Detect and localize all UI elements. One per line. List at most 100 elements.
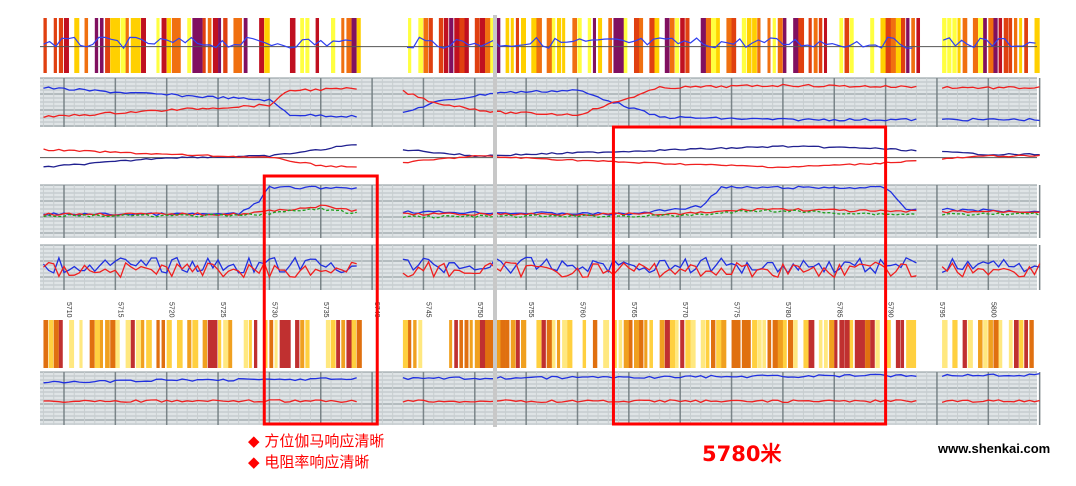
image-stripe: [839, 18, 844, 73]
image-stripe: [664, 320, 670, 368]
image-stripe: [823, 18, 828, 73]
image-stripe: [325, 320, 331, 368]
highlight-box: [262, 174, 379, 426]
image-stripe: [700, 18, 707, 73]
image-stripe: [1013, 320, 1019, 368]
image-stripe: [603, 320, 610, 368]
image-stripe: [464, 18, 469, 73]
image-stripe: [890, 18, 896, 73]
curve-f02020: [43, 148, 1040, 169]
image-stripe: [500, 320, 506, 368]
image-stripe: [793, 320, 798, 368]
image-stripe: [438, 18, 444, 73]
image-stripe: [998, 320, 1003, 368]
depth-tick-label: 5720: [168, 302, 175, 318]
image-stripe: [115, 320, 120, 368]
depth-tick-label: 5750: [476, 302, 483, 318]
image-stripe: [649, 18, 655, 73]
image-stripe: [705, 320, 710, 368]
image-stripe: [469, 320, 473, 368]
image-stripe: [197, 18, 203, 73]
image-stripe: [331, 320, 336, 368]
image-stripe: [777, 320, 784, 368]
image-stripe: [264, 320, 268, 368]
image-stripe: [161, 320, 166, 368]
image-stripe: [43, 18, 47, 73]
image-stripe: [490, 18, 495, 73]
curve-blue: [43, 36, 1036, 50]
bullet-icon: ◆: [248, 453, 260, 471]
image-stripe: [659, 320, 665, 368]
image-stripe: [906, 18, 910, 73]
image-stripe: [223, 320, 229, 368]
image-stripe: [459, 18, 466, 73]
image-stripe: [408, 18, 412, 73]
image-stripe: [202, 320, 208, 368]
depth-tick-label: 5730: [270, 302, 277, 318]
image-stripe: [711, 320, 716, 368]
image-stripe: [300, 18, 305, 73]
image-stripe: [844, 18, 850, 73]
depth-tick-label: 5760: [579, 302, 586, 318]
image-stripe: [536, 18, 542, 73]
image-stripe: [269, 320, 274, 368]
image-stripe: [705, 18, 712, 73]
image-stripe: [669, 320, 676, 368]
image-stripe: [711, 18, 717, 73]
image-stripe: [176, 18, 181, 73]
image-stripe: [274, 320, 278, 368]
image-stripe: [675, 18, 680, 73]
depth-tick-label: 5745: [424, 302, 431, 318]
image-stripe: [289, 18, 296, 73]
image-stripe: [854, 320, 861, 368]
image-stripe: [916, 18, 921, 73]
image-stripe: [99, 18, 104, 73]
image-stripe: [978, 18, 984, 73]
image-stripe: [356, 320, 362, 368]
image-stripe: [1024, 320, 1029, 368]
image-stripe: [582, 320, 587, 368]
image-stripe: [757, 18, 761, 73]
image-stripe: [993, 320, 1000, 368]
image-stripe: [510, 18, 514, 73]
image-stripe: [115, 18, 120, 73]
image-stripe: [731, 320, 738, 368]
image-stripe: [551, 320, 556, 368]
image-stripe: [608, 18, 612, 73]
image-stripe: [690, 320, 696, 368]
image-stripe: [875, 320, 880, 368]
image-stripe: [212, 320, 218, 368]
image-stripe: [772, 320, 779, 368]
image-stripe: [649, 320, 653, 368]
depth-tick-label: 5775: [733, 302, 740, 318]
image-stripe: [423, 18, 429, 73]
image-stripe: [485, 18, 491, 73]
image-stripe: [957, 18, 961, 73]
image-stripe: [998, 18, 1003, 73]
image-stripe: [418, 320, 423, 368]
image-stripe: [644, 320, 648, 368]
image-stripe: [818, 18, 823, 73]
image-stripe: [767, 18, 771, 73]
image-stripe: [459, 320, 463, 368]
image-stripe: [685, 18, 690, 73]
curve-f02020: [43, 83, 1040, 119]
image-stripe: [536, 320, 542, 368]
image-stripe: [577, 18, 582, 73]
image-stripe: [156, 18, 160, 73]
image-stripe: [782, 18, 787, 73]
image-stripe: [592, 18, 596, 73]
image-stripe: [125, 320, 131, 368]
image-stripe: [110, 320, 116, 368]
image-stripe: [716, 320, 722, 368]
image-stripe: [551, 18, 556, 73]
image-stripe: [531, 18, 538, 73]
image-stripe: [639, 18, 644, 73]
image-stripe: [859, 320, 865, 368]
image-stripe: [623, 18, 628, 73]
image-stripe: [253, 320, 258, 368]
image-stripe: [988, 320, 993, 368]
image-stripe: [130, 18, 137, 73]
image-stripe: [983, 320, 988, 368]
image-stripe: [818, 320, 823, 368]
